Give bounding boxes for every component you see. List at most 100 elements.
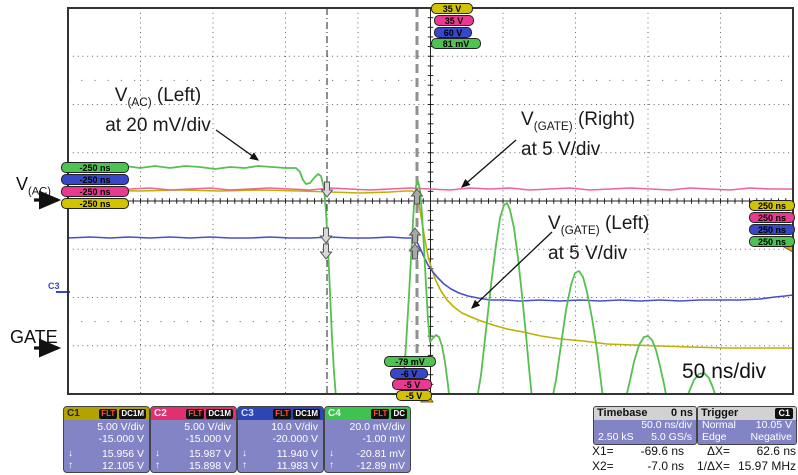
channel-cursor2-value: ↑ -12.89 mV xyxy=(329,460,405,472)
dx-label: ΔX= xyxy=(706,444,730,458)
dx-value: 62.6 ns xyxy=(756,444,796,458)
channel-scale: 20.0 mV/div xyxy=(349,421,405,433)
trace-c3 xyxy=(68,236,793,302)
cursor-x1-row: X1= -69.6 ns ΔX= 62.6 ns xyxy=(592,444,798,458)
annotation-vgate-left-line1: V(GATE) (Left) xyxy=(548,213,650,237)
x2-value: -7.0 ns xyxy=(647,459,684,473)
timebase-scale: 50.0 ns/div xyxy=(641,419,692,431)
trigger-level: 10.05 V xyxy=(755,419,792,431)
annotation-vgate-left-line2: at 5 V/div xyxy=(548,242,628,264)
trigger-slope: Negative xyxy=(750,430,792,443)
channel-scale: 5.00 V/div xyxy=(184,421,231,433)
channel-cursor1-value: ↓ 15.956 V xyxy=(68,448,144,460)
annotation-vgate-right-line2: at 5 V/div xyxy=(521,138,601,160)
side-label-gate: GATE xyxy=(10,327,58,347)
coupling-badge: DC1M xyxy=(119,409,146,419)
cursor-readout-bottom-c2: -5 V xyxy=(392,379,432,390)
channel-label: C3 xyxy=(241,408,254,419)
channel-cursor2-value: ↑ 11.983 V xyxy=(242,460,318,472)
channel-offset: -1.00 mV xyxy=(362,433,405,445)
cursor-readout-bottom-c1: -5 V xyxy=(396,390,432,401)
invdx-value: 15.97 MHz xyxy=(737,459,796,473)
timebase-delay: 0 ns xyxy=(670,407,693,419)
annotation-vgate-right: V(GATE) (Right) at 5 V/div xyxy=(521,108,635,161)
cursor-readout-left-c1: -250 ns xyxy=(61,198,129,209)
channel-offset: -15.000 V xyxy=(98,433,144,445)
up-arrow-icon: ↑ xyxy=(329,460,334,471)
cursor-readout-right-c3: 250 ns xyxy=(749,224,795,235)
trace-c2-vgate-right xyxy=(68,187,793,191)
x1-value: -69.6 ns xyxy=(640,444,684,458)
cursor-readout-bottom-c3: -6 V xyxy=(390,368,428,379)
channel-label: C1 xyxy=(67,408,80,419)
channel-offset: -20.000 V xyxy=(272,433,318,445)
cursor-readout-right-c4: 250 ns xyxy=(749,236,795,247)
channel-cursor1-value: ↓ -20.81 mV xyxy=(329,448,405,460)
annotation-vac: V(AC) (Left) at 20 mV/div xyxy=(88,84,228,137)
up-arrow-icon: ↑ xyxy=(68,460,73,471)
channel-box-c2[interactable]: C2 FLT DC1M 5.00 V/div -15.000 V ↓ 15.987 … xyxy=(150,406,237,473)
filter-badge: FLT xyxy=(371,409,390,419)
channel-box-c1[interactable]: C1 FLT DC1M 5.00 V/div -15.000 V ↓ 15.956 … xyxy=(63,406,150,473)
x2-label: X2= xyxy=(592,459,614,473)
down-arrow-icon: ↓ xyxy=(329,448,334,459)
cursor-readout-right-c2: 250 ns xyxy=(749,212,795,223)
time-cursors[interactable] xyxy=(326,8,419,394)
trigger-source-badge: C1 xyxy=(775,408,793,419)
trigger-title: Trigger xyxy=(701,407,739,419)
up-arrow-icon: ↑ xyxy=(155,460,160,471)
channel-cursor2-value: ↑ 15.898 V xyxy=(155,460,231,472)
channel-cursor1-value: ↓ 15.987 V xyxy=(155,448,231,460)
up-arrow-icon: ↑ xyxy=(242,460,247,471)
timebase-box[interactable]: Timebase 0 ns 50.0 ns/div 2.50 kS 5.0 GS/s xyxy=(593,406,697,445)
trace-c1-vgate-left xyxy=(68,189,793,349)
cursor-readout-left-c3: -250 ns xyxy=(61,174,129,185)
c3-zero-marker-label: C3 xyxy=(48,281,60,291)
down-arrow-icon: ↓ xyxy=(155,448,160,459)
coupling-badge: DC1M xyxy=(293,409,320,419)
coupling-badge: DC1M xyxy=(206,409,233,419)
down-arrow-icon: ↓ xyxy=(242,448,247,459)
cursor-amplitude-markers[interactable] xyxy=(319,181,424,260)
graticule xyxy=(67,7,794,395)
timebase-rate: 5.0 GS/s xyxy=(651,430,692,443)
trigger-mode: Normal xyxy=(702,419,736,431)
channel-label: C2 xyxy=(154,408,167,419)
annotation-vac-line1: V(AC) (Left) xyxy=(114,85,202,109)
cursor-readout-top-c1: 35 V xyxy=(431,3,473,14)
cursor-readout-right-c1: 250 ns xyxy=(749,200,795,211)
annotation-arrows xyxy=(34,129,553,358)
annotation-vgate-left: V(GATE) (Left) at 5 V/div xyxy=(548,212,649,265)
timebase-title: Timebase xyxy=(597,407,648,419)
x1-label: X1= xyxy=(592,444,614,458)
annotation-vgate-right-line1: V(GATE) (Right) xyxy=(521,109,635,133)
timebase-samples: 2.50 kS xyxy=(598,430,634,443)
channel-scale: 10.0 V/div xyxy=(271,421,318,433)
trigger-box[interactable]: Trigger C1 Normal 10.05 V Edge Negative xyxy=(697,406,797,445)
cursor-readout-top-c2: 35 V xyxy=(434,15,474,26)
invdx-label: 1/ΔX= xyxy=(696,459,730,473)
channel-scale: 5.00 V/div xyxy=(97,421,144,433)
cursor-readout-left-c4: -250 ns xyxy=(61,162,129,173)
cursor-readout-bottom-c4: -79 mV xyxy=(384,356,436,367)
cursor-readout-top-c3: 60 V xyxy=(434,27,472,38)
coupling-badge: DC xyxy=(391,409,407,419)
filter-badge: FLT xyxy=(186,409,205,419)
filter-badge: FLT xyxy=(273,409,292,419)
cursor-x2-row: X2= -7.0 ns 1/ΔX= 15.97 MHz xyxy=(592,459,798,473)
cursor-readout-left-c2: -250 ns xyxy=(61,186,129,197)
trace-c4-vac xyxy=(68,164,716,394)
cursor-readout-top-c4: 81 mV xyxy=(431,38,481,49)
channel-box-c4[interactable]: C4 FLT DC 20.0 mV/div -1.00 mV ↓ -20.81 mV… xyxy=(324,406,411,473)
trigger-type: Edge xyxy=(702,430,727,443)
side-label-vac: V(AC) xyxy=(16,174,51,198)
waveform-traces xyxy=(68,164,793,394)
channel-box-c3[interactable]: C3 FLT DC1M 10.0 V/div -20.000 V ↓ 11.940 … xyxy=(237,406,324,473)
down-arrow-icon: ↓ xyxy=(68,448,73,459)
channel-cursor2-value: ↑ 12.105 V xyxy=(68,460,144,472)
channel-offset: -15.000 V xyxy=(185,433,231,445)
timebase-note: 50 ns/div xyxy=(682,360,767,383)
channel-cursor1-value: ↓ 11.940 V xyxy=(242,448,318,460)
channel-label: C4 xyxy=(328,408,341,419)
